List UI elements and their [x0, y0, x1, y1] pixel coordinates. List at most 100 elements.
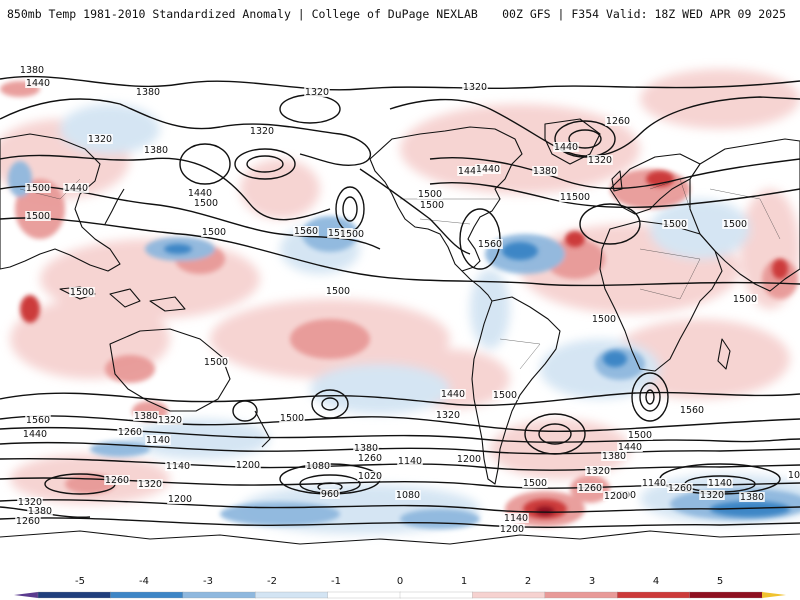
contour-label: 1560	[478, 239, 502, 250]
colorbar-segment	[255, 591, 329, 599]
contour-label: 1500	[420, 200, 444, 211]
contour-label: 1500	[663, 219, 687, 230]
contour-label: 1200	[457, 454, 481, 465]
contour-label-bg	[605, 116, 631, 126]
colorbar-segment	[327, 591, 401, 599]
contour-label: 1260	[105, 475, 129, 486]
colorbar-segments	[14, 591, 786, 599]
contour-label: 1200	[604, 491, 628, 502]
contour-label-bg	[87, 134, 113, 144]
contour-label-bg	[22, 429, 48, 439]
contour-label: 1440	[618, 442, 642, 453]
contour-label: 1500	[340, 229, 364, 240]
anomaly-colorbar: -5 -4 -3 -2 -1 0 1 2 3 4 5	[0, 568, 800, 600]
colorbar-segment	[689, 591, 763, 599]
contour-label: 1380	[740, 492, 764, 503]
contour-label-bg	[137, 479, 163, 489]
contour-label: 1140	[708, 478, 732, 489]
contour-label: 1320	[588, 155, 612, 166]
contour-label: 1260	[358, 453, 382, 464]
contour-label: 1500	[202, 227, 226, 238]
contour-label: 1440	[188, 188, 212, 199]
contour-label-bg	[457, 166, 483, 176]
contour-label: 1440	[23, 429, 47, 440]
contour-label-bg	[499, 524, 525, 534]
map-title: 850mb Temp 1981-2010 Standardized Anomal…	[7, 7, 478, 21]
contour-label-bg	[553, 142, 579, 152]
colorbar-tick-label: -5	[75, 576, 85, 587]
contour-label-bg	[320, 489, 340, 499]
contour-label-bg	[304, 87, 330, 97]
contour-label-bg	[601, 451, 627, 461]
contour-label: 1320	[436, 410, 460, 421]
contour-label-bg	[249, 126, 275, 136]
contour-label-bg	[25, 183, 51, 193]
contour-label: 1500	[566, 192, 590, 203]
contour-label: 1320	[463, 82, 487, 93]
contour-label: 1500	[26, 211, 50, 222]
contour-label-bg	[475, 164, 501, 174]
contour-label-bg	[462, 82, 488, 92]
colorbar-tick-label: -4	[139, 576, 149, 587]
contour-label: 1140	[504, 513, 528, 524]
colorbar-tick-labels: -5 -4 -3 -2 -1 0 1 2 3 4 5	[75, 576, 723, 587]
contour-label: 1440	[554, 142, 578, 153]
contour-label-bg	[203, 357, 229, 367]
contour-label: 1200	[236, 460, 260, 471]
colorbar-tick-label: -2	[267, 576, 277, 587]
contour-label-bg	[133, 411, 159, 421]
contour-label: 1140	[146, 435, 170, 446]
map-header: 850mb Temp 1981-2010 Standardized Anomal…	[0, 0, 800, 30]
contour-label-bg	[417, 189, 443, 199]
contour-label-bg	[732, 294, 758, 304]
contour-label: 1500	[628, 430, 652, 441]
contour-label: 1440	[458, 166, 482, 177]
contour-label-bg	[104, 475, 130, 485]
contour-label: 1500	[194, 198, 218, 209]
coastlines	[0, 118, 800, 545]
contour-label-bg	[532, 166, 558, 176]
contour-label: 1440	[441, 389, 465, 400]
contour-label: 1260	[118, 427, 142, 438]
contour-label: 1500	[70, 287, 94, 298]
contour-label-bg	[585, 466, 611, 476]
contour-label-bg	[339, 229, 365, 239]
contour-label: 1560	[680, 405, 704, 416]
contour-label-bg	[193, 198, 219, 208]
contour-label: 1500	[418, 189, 442, 200]
contour-label: 1500	[523, 478, 547, 489]
contour-label: 1440	[64, 183, 88, 194]
contour-label-bg	[135, 87, 161, 97]
contour-label-bg	[117, 427, 143, 437]
colorbar-tick-label: 5	[717, 576, 723, 587]
contour-label: 1380	[28, 506, 52, 517]
contour-label-bg	[397, 456, 423, 466]
contour-label: 1320	[138, 479, 162, 490]
contour-label: 1440	[26, 78, 50, 89]
colorbar-tick-label: -3	[203, 576, 213, 587]
contour-label-bg	[435, 410, 461, 420]
colorbar-tick-label: 4	[653, 576, 659, 587]
contour-label: 1500	[280, 413, 304, 424]
colorbar-segment	[182, 591, 256, 599]
contour-label-bg	[235, 460, 261, 470]
contour-label-bg	[617, 442, 643, 452]
contour-label: 1380	[144, 145, 168, 156]
contour-label-bg	[603, 491, 629, 501]
contour-label: 1500	[326, 286, 350, 297]
contour-label-bg	[25, 415, 51, 425]
colorbar-segment	[617, 591, 691, 599]
contour-label-bg	[440, 389, 466, 399]
contour-label: 1500	[733, 294, 757, 305]
contour-label-bg	[25, 211, 51, 221]
contour-label: 1320	[305, 87, 329, 98]
contour-label-bg	[662, 219, 688, 229]
contour-label-bg	[165, 461, 191, 471]
contour-label-bg	[577, 483, 603, 493]
contour-label-bg	[167, 494, 193, 504]
colorbar-segment	[37, 591, 112, 599]
contour-label-bg	[157, 415, 183, 425]
contour-label: 1320	[18, 497, 42, 508]
contour-label: 1500	[204, 357, 228, 368]
contour-label: 1500	[26, 183, 50, 194]
